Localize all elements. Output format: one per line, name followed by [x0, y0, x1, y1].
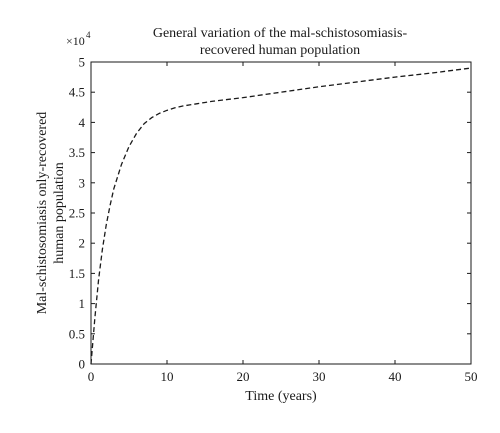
- y-tick-label: 4: [79, 115, 86, 130]
- y-multiplier-base: ×10: [66, 34, 85, 48]
- y-tick-label: 3.5: [69, 145, 85, 160]
- y-tick-label: 0.5: [69, 326, 85, 341]
- axis-ticks: [90, 61, 472, 365]
- y-tick-label: 2.5: [69, 206, 85, 221]
- chart-title-line2: recovered human population: [200, 43, 360, 58]
- y-tick-label: 0: [79, 357, 86, 372]
- x-tick-label: 30: [313, 369, 326, 384]
- y-tick-label: 1: [79, 296, 86, 311]
- x-tick-label: 50: [465, 369, 478, 384]
- x-tick-label: 40: [389, 369, 402, 384]
- y-axis-label: Mal-schistosomiasis only-recovered human…: [35, 112, 67, 315]
- chart-title: General variation of the mal-schistosomi…: [153, 26, 408, 58]
- y-tick-label: 5: [79, 55, 86, 70]
- x-tick-label: 10: [161, 369, 174, 384]
- y-multiplier-exponent: 4: [86, 30, 91, 40]
- chart-title-line1: General variation of the mal-schistosomi…: [153, 26, 408, 41]
- y-axis-multiplier: ×10 4: [66, 30, 91, 48]
- y-tick-label: 1.5: [69, 266, 85, 281]
- x-tick-label: 0: [88, 369, 95, 384]
- axis-tick-labels: 0 10 20 30 40 50 0 0.5 1 1.5 2 2.5 3 3.5 4 4.5 5: [69, 55, 478, 385]
- x-tick-label: 20: [237, 369, 250, 384]
- y-tick-label: 2: [79, 236, 86, 251]
- y-axis-label-line1: Mal-schistosomiasis only-recovered: [35, 112, 50, 315]
- x-axis-label: Time (years): [245, 389, 317, 404]
- y-tick-label: 4.5: [69, 85, 85, 100]
- series-line: [90, 67, 472, 365]
- plot-frame: [90, 61, 472, 365]
- y-tick-label: 3: [79, 175, 86, 190]
- y-axis-label-line2: human population: [52, 162, 67, 264]
